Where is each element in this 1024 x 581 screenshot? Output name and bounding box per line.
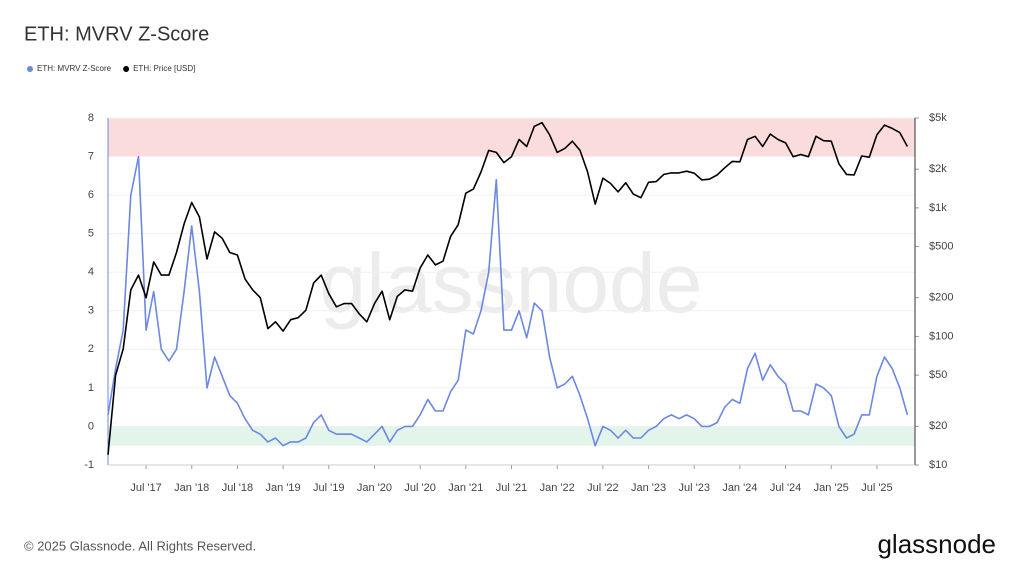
y2-tick-label: $200 <box>929 292 953 304</box>
y-tick-label: 0 <box>88 420 94 432</box>
chart-title: ETH: MVRV Z-Score <box>24 23 209 45</box>
x-tick-label: Jul '17 <box>130 482 161 494</box>
y-tick-label: 1 <box>88 382 94 394</box>
y2-tick-label: $1k <box>929 202 947 214</box>
x-tick-label: Jul '20 <box>404 482 435 494</box>
legend-swatch <box>123 66 130 72</box>
x-tick-label: Jul '21 <box>496 482 527 494</box>
y2-tick-label: $500 <box>929 240 953 252</box>
copyright: © 2025 Glassnode. All Rights Reserved. <box>24 538 256 553</box>
x-tick-label: Jan '23 <box>631 482 666 494</box>
legend-swatch <box>27 66 33 72</box>
x-tick-label: Jul '22 <box>587 482 618 494</box>
x-tick-label: Jul '19 <box>313 482 344 494</box>
watermark: glassnode <box>320 236 703 330</box>
y2-tick-label: $10 <box>929 459 947 471</box>
x-tick-label: Jul '23 <box>678 482 709 494</box>
x-tick-label: Jul '18 <box>222 482 253 494</box>
zone-band <box>108 118 915 157</box>
y2-tick-label: $50 <box>929 369 947 381</box>
legend-label: ETH: MVRV Z-Score <box>37 64 112 73</box>
x-tick-label: Jan '22 <box>540 482 575 494</box>
y2-tick-label: $2k <box>929 163 947 175</box>
y-tick-label: 2 <box>88 343 94 355</box>
x-tick-label: Jan '24 <box>722 482 757 494</box>
x-tick-label: Jan '18 <box>174 482 209 494</box>
y-tick-label: 7 <box>88 150 94 162</box>
legend-label: ETH: Price [USD] <box>133 64 195 73</box>
x-tick-label: Jan '19 <box>266 482 301 494</box>
y-tick-label: 4 <box>88 266 94 278</box>
y2-tick-label: $20 <box>929 420 947 432</box>
y-tick-label: -1 <box>84 459 94 471</box>
series-line <box>107 121 909 455</box>
y2-tick-label: $100 <box>929 330 953 342</box>
x-tick-label: Jul '24 <box>770 482 801 494</box>
y-tick-label: 5 <box>88 228 94 240</box>
x-tick-label: Jan '25 <box>814 482 849 494</box>
x-tick-label: Jan '20 <box>357 482 392 494</box>
y2-tick-label: $5k <box>929 112 947 124</box>
zone-band <box>108 426 915 446</box>
series-line <box>107 155 909 447</box>
y-tick-label: 8 <box>88 112 94 124</box>
logo: glassnode <box>877 529 996 559</box>
y-tick-label: 3 <box>88 305 94 317</box>
x-tick-label: Jan '21 <box>448 482 483 494</box>
x-tick-label: Jul '25 <box>861 482 892 494</box>
y-tick-label: 6 <box>88 189 94 201</box>
